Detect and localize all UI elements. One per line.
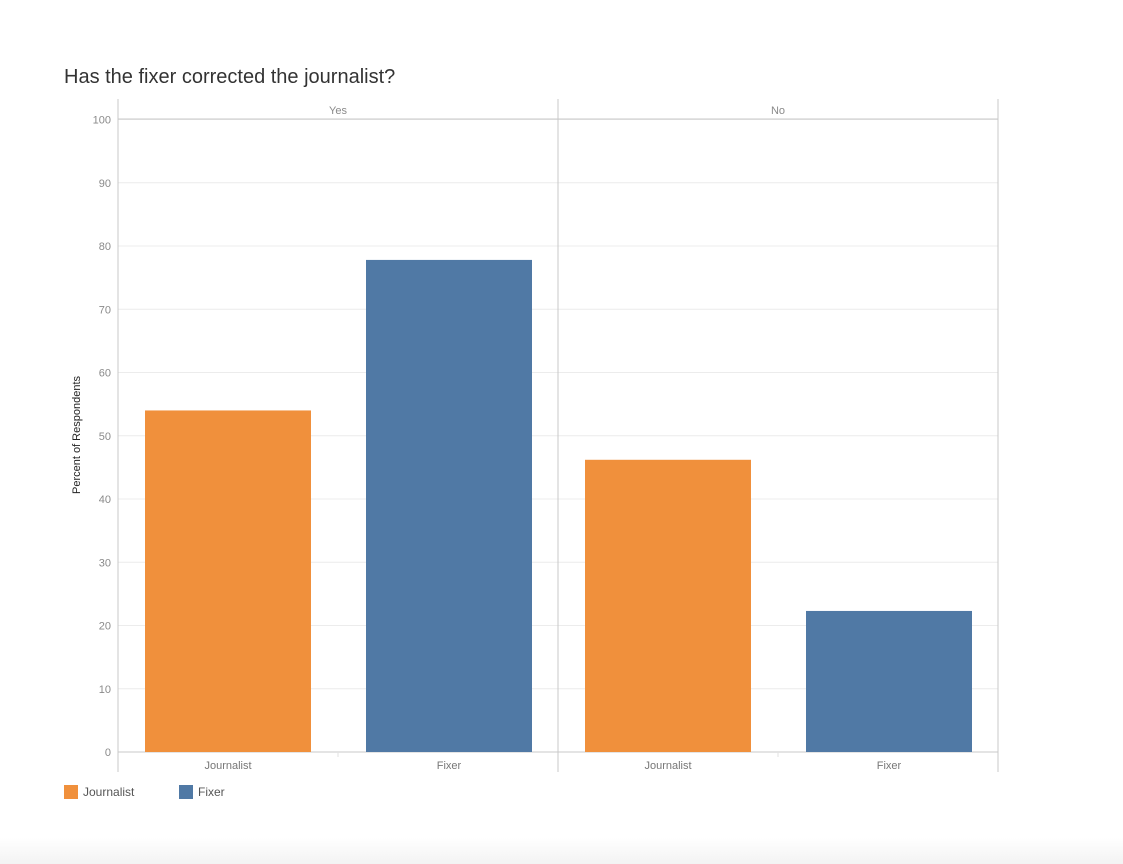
x-tick-label: Journalist — [204, 760, 251, 772]
y-axis-title: Percent of Respondents — [71, 375, 83, 494]
legend-label-journalist: Journalist — [83, 785, 135, 799]
y-tick-label: 90 — [99, 178, 111, 190]
y-tick-label: 70 — [99, 304, 111, 316]
bar-yes-fixer — [366, 259, 532, 752]
legend-item-journalist[interactable]: Journalist — [64, 784, 134, 800]
x-tick-label: Journalist — [644, 760, 691, 772]
y-tick-label: 100 — [93, 115, 111, 127]
x-tick-label: Fixer — [877, 760, 902, 772]
x-tick-label: Fixer — [437, 760, 462, 772]
page-footer-band — [0, 838, 1123, 864]
y-tick-label: 0 — [105, 747, 111, 759]
bar-no-journalist — [585, 459, 751, 752]
bar-no-fixer — [806, 610, 972, 752]
legend-label-fixer: Fixer — [198, 785, 225, 799]
bar-yes-journalist — [145, 410, 311, 752]
y-tick-label: 10 — [99, 684, 111, 696]
y-tick-label: 40 — [99, 494, 111, 506]
legend-swatch-journalist — [64, 785, 78, 799]
y-tick-label: 30 — [99, 557, 111, 569]
legend-swatch-fixer — [179, 785, 193, 799]
legend-item-fixer[interactable]: Fixer — [179, 784, 225, 800]
y-tick-label: 50 — [99, 431, 111, 443]
y-tick-label: 20 — [99, 621, 111, 633]
panel-header-no: No — [771, 105, 785, 117]
chart-title: Has the fixer corrected the journalist? — [64, 66, 396, 88]
y-tick-label: 60 — [99, 368, 111, 380]
panel-header-yes: Yes — [329, 105, 347, 117]
y-tick-label: 80 — [99, 241, 111, 253]
